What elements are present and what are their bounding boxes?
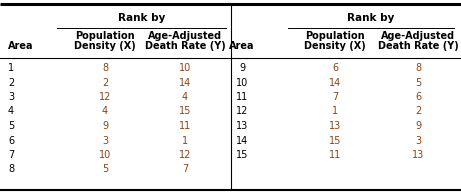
Text: Age-Adjusted: Age-Adjusted <box>148 31 222 41</box>
Text: 4: 4 <box>102 107 108 117</box>
Text: 6: 6 <box>332 63 338 73</box>
Text: 14: 14 <box>236 135 248 146</box>
Text: 15: 15 <box>329 135 341 146</box>
Text: Population: Population <box>75 31 135 41</box>
Text: 3: 3 <box>415 135 421 146</box>
Text: 13: 13 <box>236 121 248 131</box>
Text: Rank by: Rank by <box>347 13 395 23</box>
Text: 15: 15 <box>236 150 248 160</box>
Text: 10: 10 <box>179 63 191 73</box>
Text: 15: 15 <box>179 107 191 117</box>
Text: 4: 4 <box>182 92 188 102</box>
Text: 7: 7 <box>8 150 14 160</box>
Text: 9: 9 <box>239 63 245 73</box>
Text: 11: 11 <box>236 92 248 102</box>
Text: 2: 2 <box>8 77 14 87</box>
Text: 9: 9 <box>415 121 421 131</box>
Text: Density (X): Density (X) <box>74 41 136 51</box>
Text: 13: 13 <box>329 121 341 131</box>
Text: 1: 1 <box>332 107 338 117</box>
Text: 5: 5 <box>102 165 108 174</box>
Text: 2: 2 <box>415 107 421 117</box>
Text: 1: 1 <box>8 63 14 73</box>
Text: 3: 3 <box>102 135 108 146</box>
Text: 10: 10 <box>99 150 111 160</box>
Text: Age-Adjusted: Age-Adjusted <box>381 31 455 41</box>
Text: 11: 11 <box>179 121 191 131</box>
Text: Population: Population <box>305 31 365 41</box>
Text: 7: 7 <box>332 92 338 102</box>
Text: 9: 9 <box>102 121 108 131</box>
Text: 4: 4 <box>8 107 14 117</box>
Text: 2: 2 <box>102 77 108 87</box>
Text: 6: 6 <box>8 135 14 146</box>
Text: 12: 12 <box>99 92 111 102</box>
Text: Death Rate (Y): Death Rate (Y) <box>145 41 225 51</box>
Text: 6: 6 <box>415 92 421 102</box>
Text: 8: 8 <box>415 63 421 73</box>
Text: Rank by: Rank by <box>118 13 165 23</box>
Text: 11: 11 <box>329 150 341 160</box>
Text: 5: 5 <box>8 121 14 131</box>
Text: 5: 5 <box>415 77 421 87</box>
Text: 7: 7 <box>182 165 188 174</box>
Text: Area: Area <box>229 41 255 51</box>
Text: Death Rate (Y): Death Rate (Y) <box>378 41 458 51</box>
Text: 10: 10 <box>236 77 248 87</box>
Text: Area: Area <box>8 41 34 51</box>
Text: 3: 3 <box>8 92 14 102</box>
Text: Density (X): Density (X) <box>304 41 366 51</box>
Text: 12: 12 <box>236 107 248 117</box>
Text: 14: 14 <box>329 77 341 87</box>
Text: 12: 12 <box>179 150 191 160</box>
Text: 13: 13 <box>412 150 424 160</box>
Text: 1: 1 <box>182 135 188 146</box>
Text: 14: 14 <box>179 77 191 87</box>
Text: 8: 8 <box>102 63 108 73</box>
Text: 8: 8 <box>8 165 14 174</box>
